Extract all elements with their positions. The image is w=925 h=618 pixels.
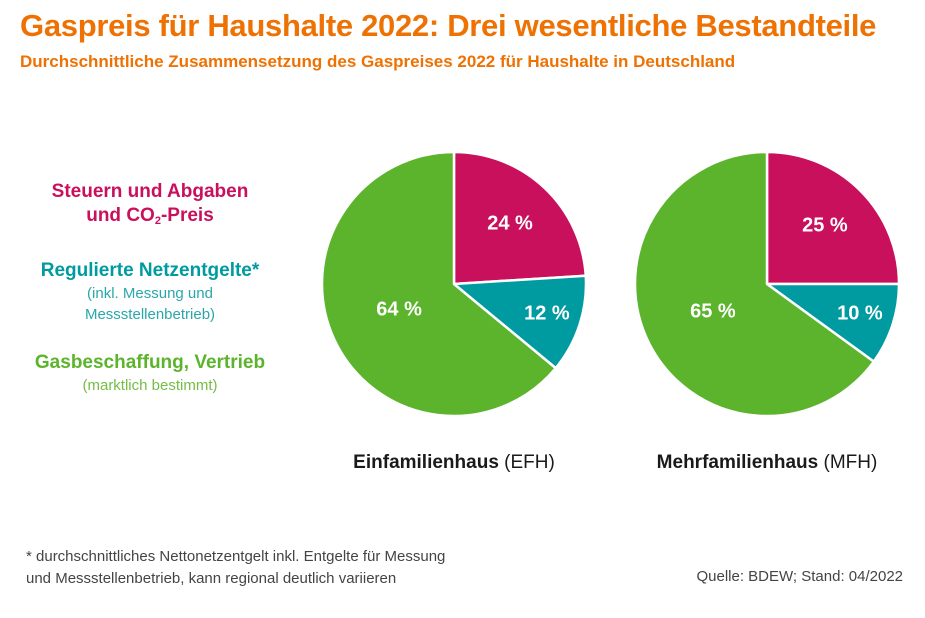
pie-efh: [320, 150, 588, 418]
pie-label-efh-gas: 64 %: [376, 298, 422, 321]
pie-caption-abbr-efh: (EFH): [498, 452, 555, 473]
pie-slice-mfh-gas: [633, 150, 876, 418]
pie-caption-abbr-mfh: (MFH): [818, 452, 878, 473]
pie-label-mfh-steuern: 25 %: [802, 214, 848, 237]
legend-steuern-suffix: -Preis: [160, 205, 214, 226]
legend-netz-note1: (inkl. Messung und: [87, 285, 213, 302]
pie-label-efh-netz: 12 %: [524, 302, 570, 325]
legend-steuern-prefix: und CO: [86, 205, 155, 226]
footnote-line1: * durchschnittliches Nettonetzentgelt in…: [26, 548, 446, 565]
pie-caption-mfh: Mehrfamilienhaus (MFH): [657, 452, 878, 474]
chart-title: Gaspreis für Haushalte 2022: Drei wesent…: [20, 8, 877, 43]
legend-steuern-subscript: 2: [154, 215, 161, 227]
pie-caption-name-mfh: Mehrfamilienhaus: [656, 452, 819, 473]
pie-slice-efh-gas: [320, 150, 557, 418]
pie-label-mfh-netz: 10 %: [837, 302, 883, 325]
legend-steuern-line1: Steuern und Abgaben: [51, 181, 249, 202]
legend-netz-note2: Messstellenbetrieb): [84, 306, 216, 323]
pie-slice-mfh-netz: [765, 282, 901, 363]
legend-entry-gas: Gasbeschaffung, Vertrieb (marktlich best…: [0, 351, 300, 396]
pie-caption-name-efh: Einfamilienhaus: [353, 452, 499, 473]
legend-entry-netz: Regulierte Netzentgelte* (inkl. Messung …: [0, 259, 300, 325]
footnote-line2: und Messstellenbetrieb, kann regional de…: [26, 570, 397, 587]
footnote: * durchschnittliches Nettonetzentgelt in…: [26, 546, 445, 590]
legend: Steuern und Abgaben und CO2-Preis Reguli…: [0, 180, 300, 422]
pie-caption-efh: Einfamilienhaus (EFH): [353, 452, 555, 474]
pie-label-efh-steuern: 24 %: [487, 212, 533, 235]
pie-slice-mfh-steuern: [765, 150, 901, 286]
legend-gas-main: Gasbeschaffung, Vertrieb: [34, 352, 266, 373]
source-note: Quelle: BDEW; Stand: 04/2022: [696, 568, 903, 585]
pie-slice-efh-steuern: [452, 150, 587, 286]
pie-mfh: [633, 150, 901, 418]
legend-entry-steuern: Steuern und Abgaben und CO2-Preis: [0, 180, 300, 233]
chart-subtitle: Durchschnittliche Zusammensetzung des Ga…: [20, 52, 736, 71]
pie-slice-efh-netz: [452, 274, 588, 370]
pie-label-mfh-gas: 65 %: [690, 300, 736, 323]
legend-gas-note: (marktlich bestimmt): [82, 377, 218, 394]
legend-steuern-line2: und CO2-Preis: [0, 204, 300, 233]
legend-netz-main: Regulierte Netzentgelte*: [40, 260, 260, 281]
